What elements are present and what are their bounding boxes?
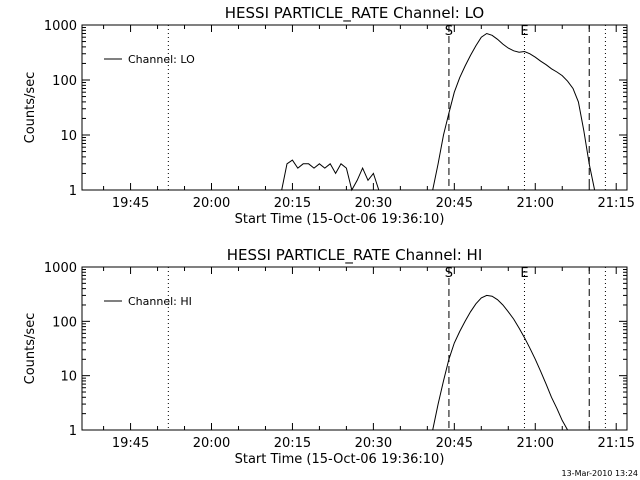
panel-2-xtick-label: 20:30: [355, 436, 392, 451]
panel-2-frame: [81, 266, 628, 431]
panel-2-title: HESSI PARTICLE_RATE Channel: HI: [227, 246, 483, 265]
panel-1-ytick-label: 10: [60, 129, 77, 144]
footer-timestamp: 13-Mar-2010 13:24: [562, 469, 639, 478]
panel-2-xtick-label: 21:15: [597, 436, 634, 451]
panel-1-frame: [81, 24, 628, 191]
panel-1-legend-label: Channel: LO: [128, 53, 195, 66]
panel-1-xtick-label: 20:30: [355, 196, 392, 211]
panel-1-xtick-label: 21:00: [517, 196, 554, 211]
panel-2-xtick-label: 20:15: [274, 436, 311, 451]
panel-2-ytick-label: 1: [69, 424, 77, 439]
panel-2-ytick-label: 10: [60, 370, 77, 385]
panel-1-xlabel: Start Time (15-Oct-06 19:36:10): [235, 212, 445, 227]
panel-1-xtick-label: 20:45: [436, 196, 473, 211]
panel-1-ytick-label: 1: [69, 184, 77, 199]
panel-1-xtick-label: 21:15: [597, 196, 634, 211]
panel-2-xlabel: Start Time (15-Oct-06 19:36:10): [235, 452, 445, 467]
panel-1-marker-label: E: [520, 24, 528, 39]
panel-1-xtick-label: 20:00: [193, 196, 230, 211]
panel-2-legend-label: Channel: HI: [128, 295, 192, 308]
panel-1-xtick-label: 20:15: [274, 196, 311, 211]
panel-1-marker-label: S: [445, 24, 453, 39]
panel-1-ylabel: Counts/sec: [23, 72, 38, 144]
panel-2-ytick-label: 100: [52, 315, 77, 330]
panel-2-ylabel: Counts/sec: [23, 313, 38, 385]
panel-2-ytick-label: 1000: [44, 261, 77, 276]
panel-2-xtick-label: 20:00: [193, 436, 230, 451]
panel-1-xtick-label: 19:45: [112, 196, 149, 211]
panel-1-ytick-label: 1000: [44, 19, 77, 34]
panel-1-title: HESSI PARTICLE_RATE Channel: LO: [225, 4, 484, 23]
panel-2-xtick-label: 21:00: [517, 436, 554, 451]
panel-2-series-line: [432, 294, 569, 431]
panel-2-marker-label: S: [445, 266, 453, 281]
panel-2-marker-label: E: [520, 266, 528, 281]
panel-1-series-line: [276, 32, 596, 192]
panel-1-ytick-label: 100: [52, 74, 77, 89]
panel-2-xtick-label: 19:45: [112, 436, 149, 451]
panel-2-xtick-label: 20:45: [436, 436, 473, 451]
